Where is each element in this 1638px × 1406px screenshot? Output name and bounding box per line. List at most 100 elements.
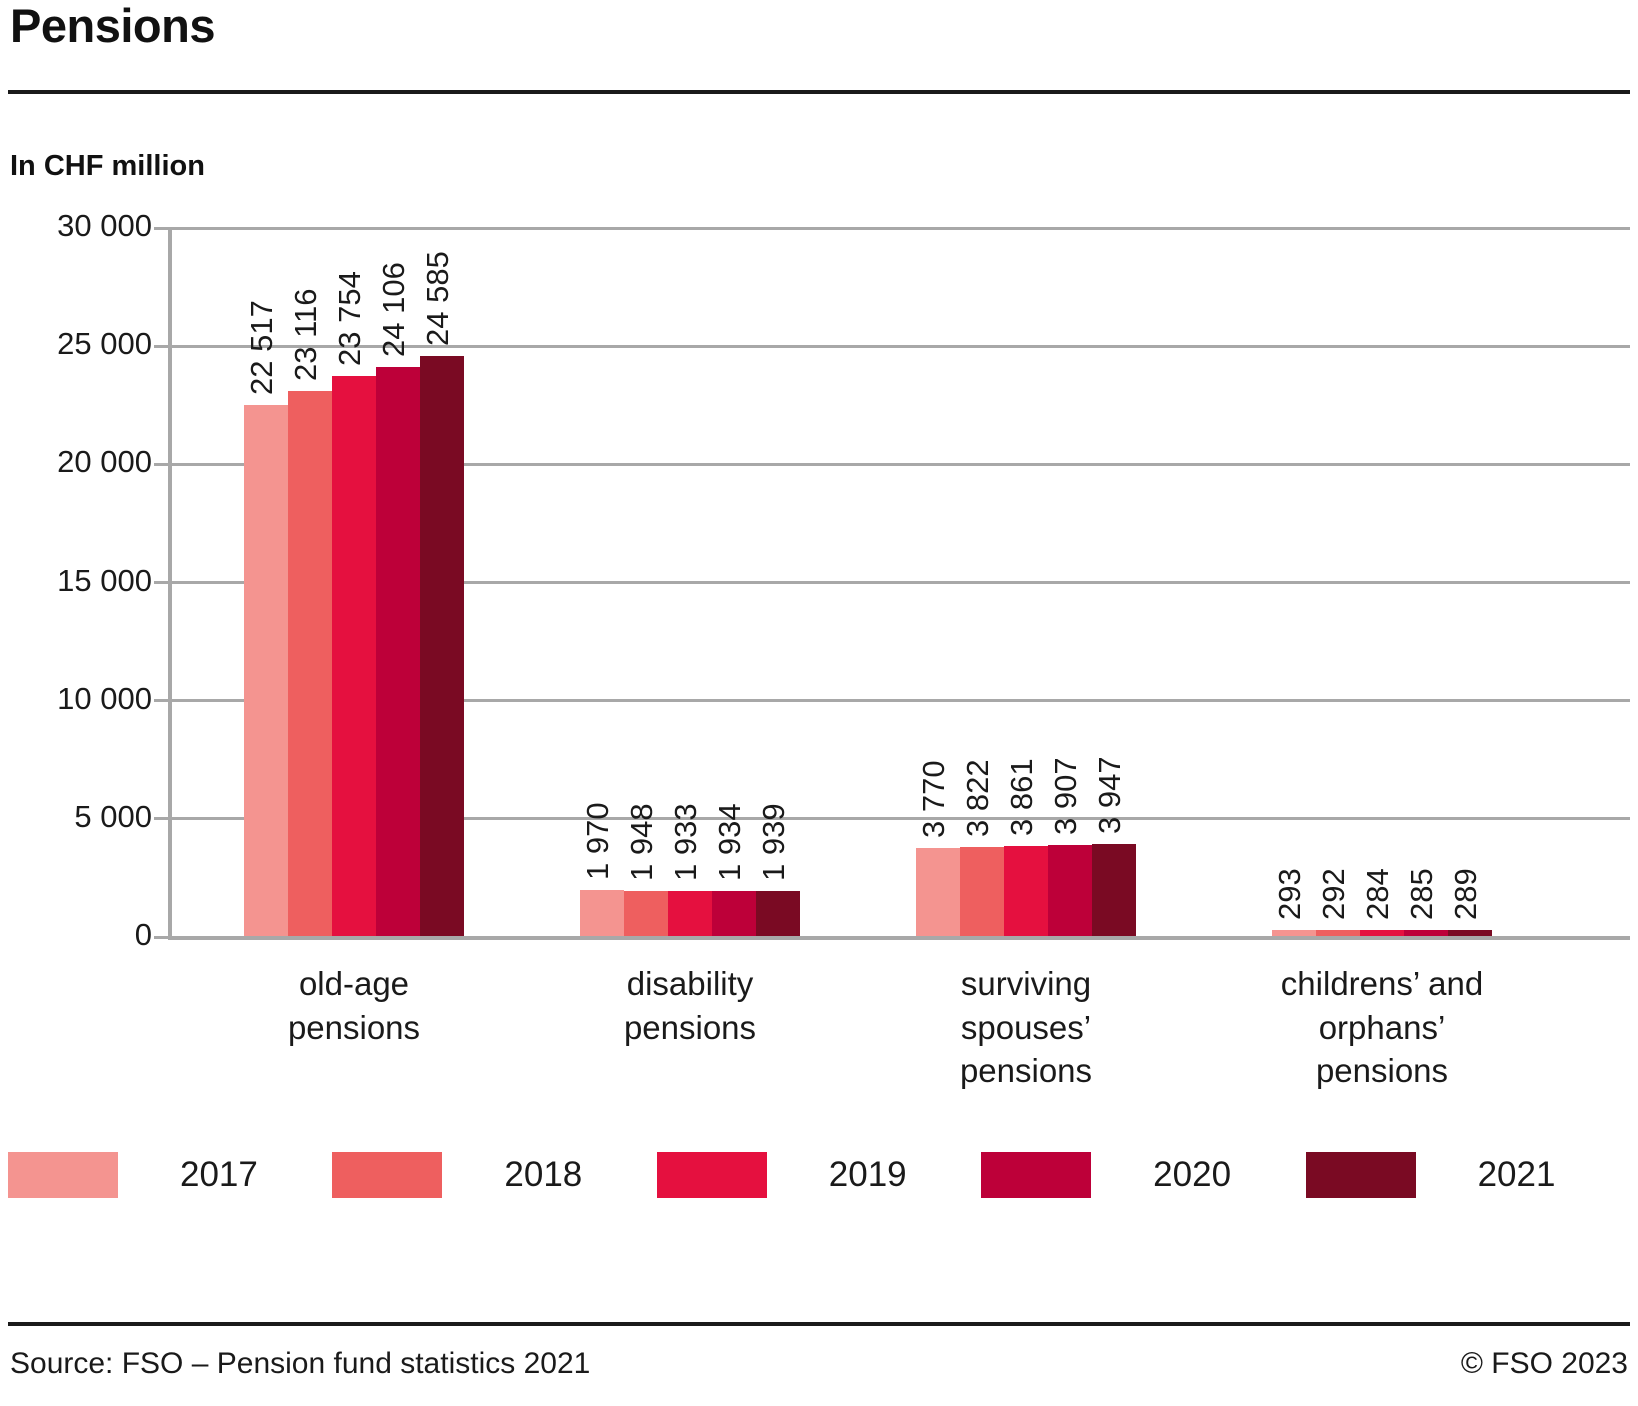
bar-2019[interactable] [1004,845,1048,937]
gridline [168,226,1630,230]
bar-column[interactable]: 3 861 [1004,228,1048,937]
bar-value-label: 23 754 [332,270,367,366]
bar-2018[interactable] [960,846,1004,937]
x-axis-label-line: pensions [623,1008,757,1046]
y-axis-tick [154,344,168,348]
bar-value-label: 22 517 [244,300,279,395]
x-axis-category-label: disability pensions [490,962,890,1049]
bar-group: 1 970 1 948 1 933 1 934 1 939 [580,228,800,937]
bar-column[interactable]: 23 116 [288,228,332,937]
legend-item-2020[interactable]: 2020 [981,1152,1305,1198]
bar-2019[interactable] [332,375,376,937]
legend-label-2020: 2020 [1153,1155,1232,1194]
bar-column[interactable]: 1 970 [580,228,624,937]
bar-group-bars: 3 770 3 822 3 861 3 907 3 947 [916,228,1136,937]
y-axis-tick-label: 30 000 [57,208,152,243]
bar-column[interactable]: 292 [1316,228,1360,937]
legend-item-2021[interactable]: 2021 [1305,1152,1630,1198]
legend-item-2018[interactable]: 2018 [332,1152,656,1198]
bar-column[interactable]: 293 [1272,228,1316,937]
bar-group: 3 770 3 822 3 861 3 907 3 947 [916,228,1136,937]
legend-label-2018: 2018 [504,1155,583,1194]
legend-swatch-2017 [8,1152,118,1198]
bar-value-label: 1 939 [756,803,791,882]
bar-group-bars: 22 517 23 116 23 754 24 106 24 585 [244,228,464,937]
bar-2020[interactable] [1404,930,1448,937]
bar-column[interactable]: 284 [1360,228,1404,937]
x-axis-line [168,935,1630,940]
bar-value-label: 1 948 [624,803,659,881]
bar-value-label: 3 947 [1092,756,1127,834]
legend-swatch-2019 [656,1152,767,1198]
bar-group-bars: 1 970 1 948 1 933 1 934 1 939 [580,228,800,937]
y-axis-tick-label: 15 000 [57,562,152,598]
bar-value-label: 3 861 [1004,758,1039,836]
x-axis-label-line: childrens’ and [1280,965,1484,1002]
x-axis-label-line: spouses’ [960,1008,1092,1046]
bar-column[interactable]: 22 517 [244,228,288,937]
bar-column[interactable]: 24 106 [376,228,420,937]
chart-subtitle: In CHF million [10,150,205,182]
bar-group: 22 517 23 116 23 754 24 106 24 585 [244,228,464,937]
gridline [168,817,1630,821]
footer-divider [8,1322,1630,1326]
bar-2018[interactable] [288,390,332,937]
bar-column[interactable]: 1 939 [756,228,800,937]
bar-value-label: 1 970 [580,802,615,881]
bar-group: 293 292 284 285 289 [1272,228,1492,937]
bar-column[interactable]: 3 822 [960,228,1004,937]
bar-2019[interactable] [668,891,712,937]
title-divider [8,90,1630,94]
bar-2017[interactable] [916,847,960,937]
y-axis-tick [154,462,168,466]
bar-column[interactable]: 285 [1404,228,1448,937]
bar-2021[interactable] [1448,930,1492,937]
bar-value-label: 24 585 [420,251,455,346]
x-axis-label-line: pensions [287,1008,421,1046]
bar-column[interactable]: 3 907 [1048,228,1092,937]
x-axis-label-line: pensions [1315,1052,1449,1090]
bar-value-label: 3 907 [1048,757,1083,835]
bar-2018[interactable] [1316,930,1360,937]
bar-2020[interactable] [376,367,420,937]
bar-2021[interactable] [756,891,800,937]
bar-column[interactable]: 24 585 [420,228,464,937]
bar-2018[interactable] [624,890,668,937]
page-title: Pensions [10,0,215,52]
y-axis-tick [154,817,168,821]
legend-item-2017[interactable]: 2017 [8,1152,332,1198]
y-axis-line [168,228,172,940]
copyright-note: © FSO 2023 [1460,1347,1628,1380]
gridline [168,699,1630,703]
bar-2017[interactable] [1272,930,1316,937]
bar-column[interactable]: 1 948 [624,228,668,937]
bar-2021[interactable] [1092,843,1136,937]
bar-2020[interactable] [1048,844,1092,937]
bar-value-label: 23 116 [288,288,323,381]
bar-column[interactable]: 23 754 [332,228,376,937]
bar-2019[interactable] [1360,930,1404,937]
bar-2021[interactable] [420,355,464,937]
bar-value-label: 285 [1404,868,1439,921]
bar-column[interactable]: 3 947 [1092,228,1136,937]
x-axis-label-line: disability [626,965,754,1002]
bar-2017[interactable] [580,890,624,937]
bar-2017[interactable] [244,404,288,937]
legend-swatch-2020 [981,1152,1092,1198]
bar-column[interactable]: 1 933 [668,228,712,937]
bar-2020[interactable] [712,891,756,937]
legend-label-2019: 2019 [828,1155,907,1194]
bar-value-label: 24 106 [376,262,411,358]
bar-column[interactable]: 3 770 [916,228,960,937]
y-axis-tick-label: 20 000 [57,444,152,480]
bar-value-label: 289 [1448,868,1483,921]
bar-column[interactable]: 1 934 [712,228,756,937]
x-axis-label-line: surviving [960,965,1092,1002]
bar-value-label: 1 933 [668,803,703,882]
bar-column[interactable]: 289 [1448,228,1492,937]
x-axis-category-label: old-age pensions [154,962,554,1049]
bar-value-label: 293 [1272,868,1307,921]
legend-swatch-2018 [332,1152,443,1198]
legend-item-2019[interactable]: 2019 [656,1152,981,1198]
gridline [168,581,1630,584]
